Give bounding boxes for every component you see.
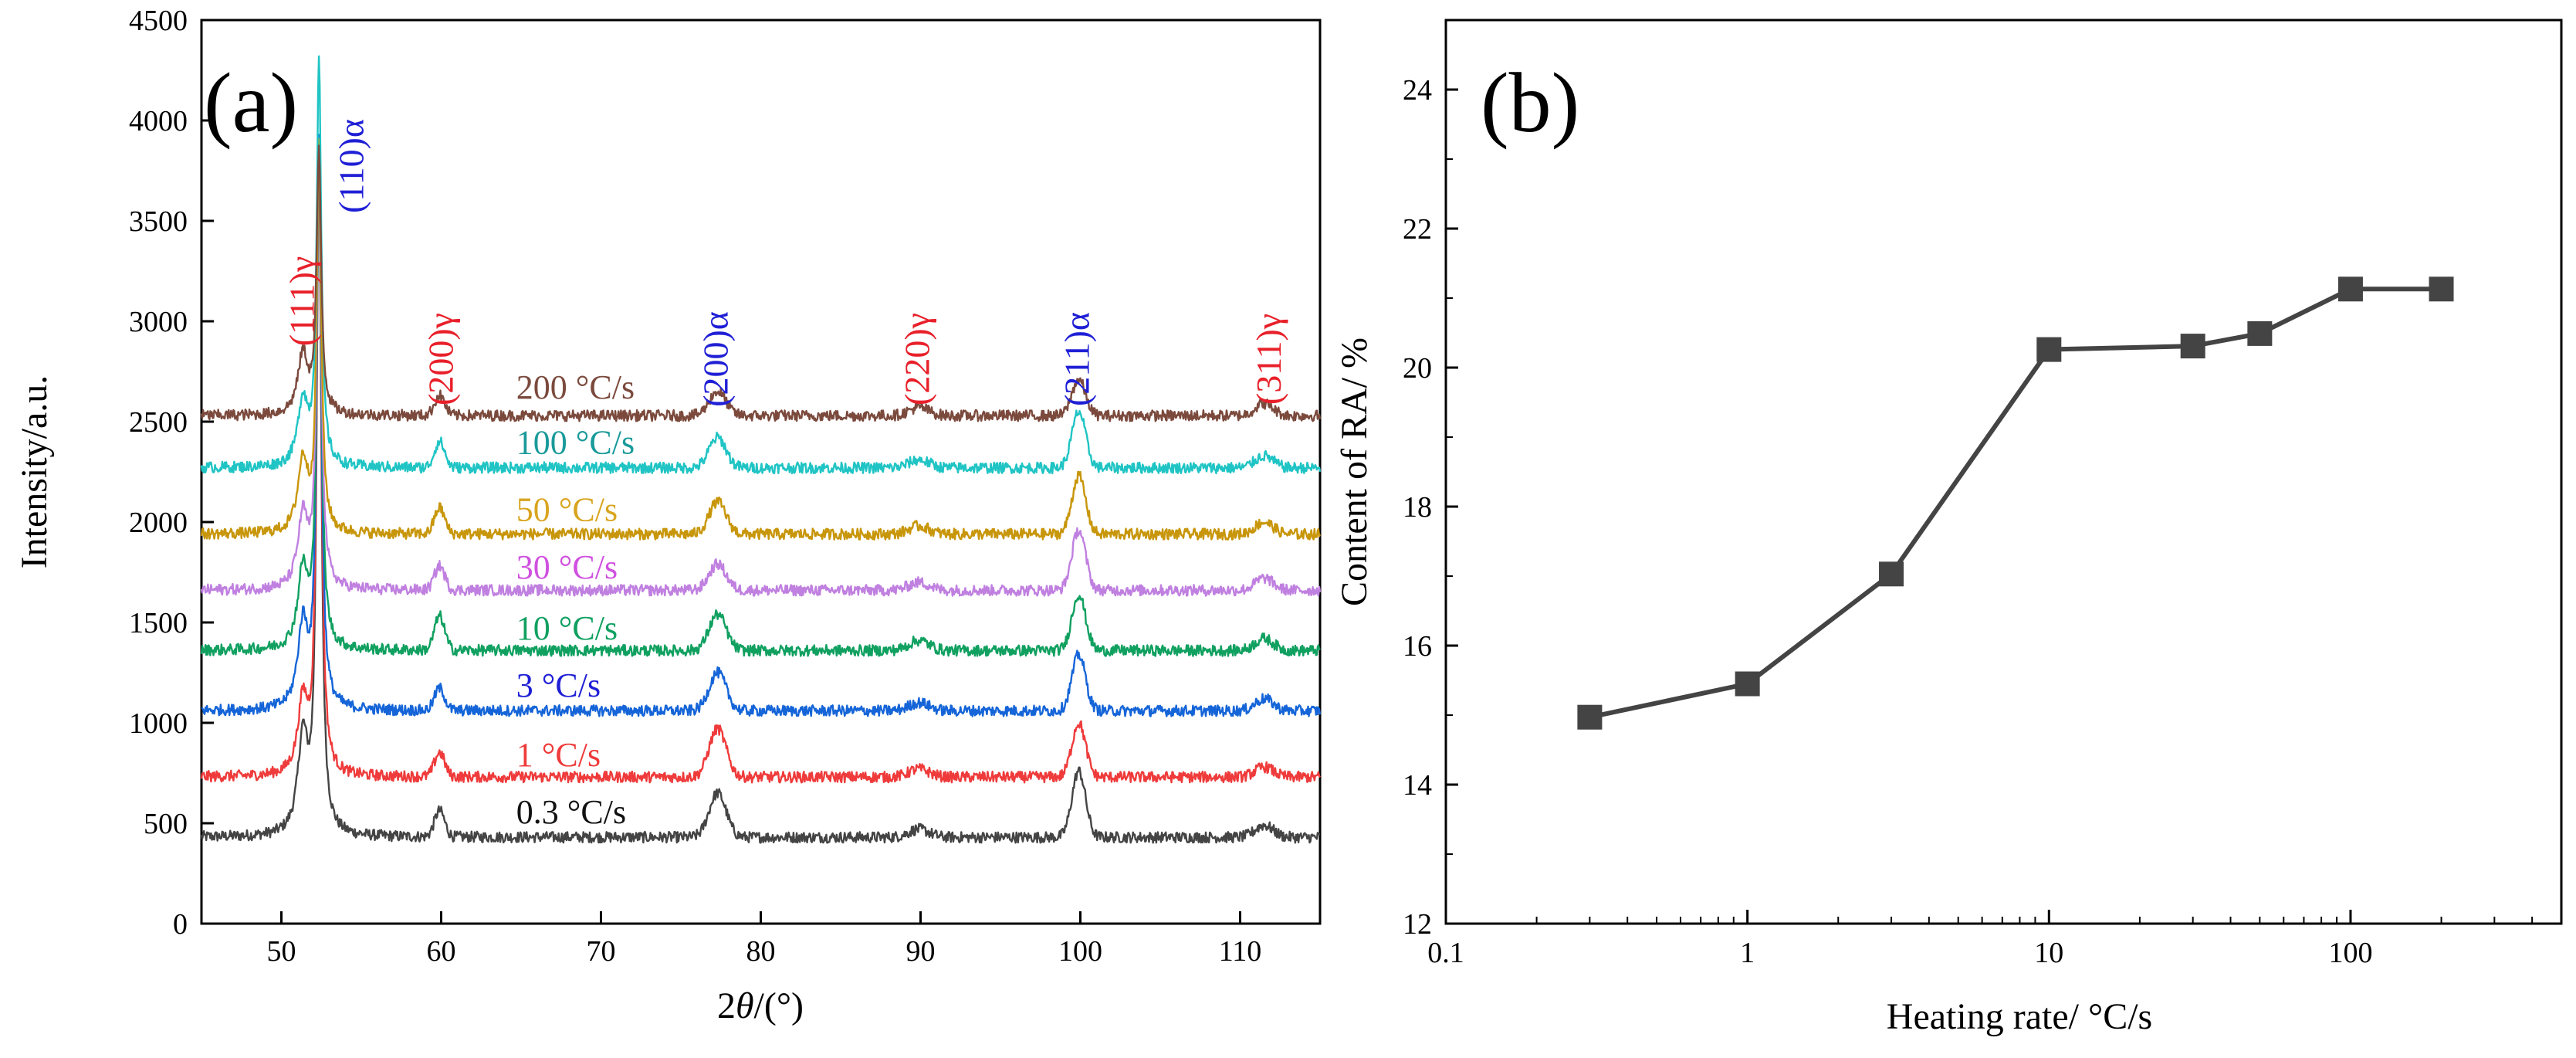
series-label: 1 °C/s	[516, 736, 601, 774]
axes-a: 50 60 70 80 90 100 110 0 500 1000 1500 2000 2500 3000…	[129, 5, 1261, 968]
xrd-line-series-4	[200, 137, 1322, 597]
x-axis-label-a-suffix: /(°)	[754, 985, 804, 1026]
ra-point	[2337, 276, 2363, 302]
peak-label: (110)α	[332, 119, 371, 213]
peak-label: (111)γ	[282, 256, 321, 347]
plot-frame-b	[1444, 19, 2563, 925]
y-axis-label-b: Content of RA/ %	[1334, 337, 1375, 606]
ra-point	[1735, 671, 1760, 697]
x-tick-label-a: 60	[427, 935, 456, 968]
y-tick-label-a: 3500	[129, 205, 188, 238]
peak-label: (200)γ	[421, 313, 461, 405]
series-label: 50 °C/s	[516, 491, 618, 529]
xrd-line-series-3	[200, 140, 1321, 657]
x-axis-label-a-prefix: 2	[717, 985, 736, 1026]
y-tick-label-a: 4500	[129, 5, 188, 37]
xrd-line-series-1	[200, 148, 1321, 784]
x-tick-label-a: 70	[587, 935, 616, 968]
panel-label-a: (a)	[204, 56, 298, 150]
x-tick-label-a: 90	[906, 935, 936, 968]
series-labels: 0.3 °C/s 1 °C/s 3 °C/s 10 °C/s 30 °C/s 50 °C/…	[516, 368, 635, 831]
y-tick-label-a: 3000	[129, 306, 188, 338]
axes-b: 0.1 1 10 100 12 14 16 18 20 22 24	[1403, 74, 2562, 969]
x-tick-label-a: 80	[746, 935, 776, 968]
series-label: 3 °C/s	[516, 666, 601, 704]
xrd-line-series-7	[200, 144, 1322, 422]
x-tick-label-b: 10	[2034, 937, 2063, 969]
y-tick-label-a: 0	[173, 908, 188, 941]
y-tick-label-b: 22	[1403, 213, 1432, 246]
xrd-panel-a: 50 60 70 80 90 100 110 0 500 1000 1500 2000 2500 3000…	[14, 5, 1322, 1026]
xrd-series-group	[200, 55, 1322, 844]
ra-point	[2180, 334, 2205, 359]
series-label: 30 °C/s	[516, 548, 618, 586]
ra-point	[2429, 276, 2454, 302]
ra-point	[2036, 337, 2062, 362]
ra-point	[2247, 320, 2273, 346]
y-tick-label-a: 2500	[129, 406, 188, 439]
y-tick-label-b: 20	[1403, 352, 1432, 385]
panel-label-b: (b)	[1481, 56, 1579, 150]
y-tick-label-b: 12	[1403, 908, 1432, 941]
x-tick-label-a: 100	[1058, 935, 1102, 968]
peak-label: (211)α	[1057, 312, 1096, 406]
peak-labels: (111)γ (110)α (200)γ (200)α (220)γ (211)α (311…	[282, 119, 1288, 407]
y-tick-label-a: 1500	[129, 607, 188, 639]
y-tick-label-a: 2000	[129, 507, 188, 539]
ra-point	[1577, 704, 1603, 730]
x-tick-label-a: 50	[267, 935, 296, 968]
series-label: 200 °C/s	[516, 368, 635, 406]
y-tick-label-a: 4000	[129, 105, 188, 137]
peak-label: (311)γ	[1249, 314, 1288, 405]
y-tick-label-b: 24	[1403, 74, 1432, 107]
xrd-line-series-6	[200, 55, 1322, 475]
x-tick-label-a: 110	[1219, 935, 1262, 968]
xrd-line-series-0	[200, 139, 1321, 844]
ra-content-panel-b: 0.1 1 10 100 12 14 16 18 20 22 24 (b) Content of R…	[1334, 19, 2563, 1037]
y-tick-label-b: 18	[1403, 491, 1432, 524]
series-label: 100 °C/s	[516, 424, 635, 462]
ra-point	[1879, 561, 1904, 587]
y-tick-label-b: 14	[1403, 769, 1432, 802]
y-axis-label-a: Intensity/a.u.	[14, 375, 55, 569]
y-tick-label-a: 1000	[129, 707, 188, 740]
peak-label: (220)γ	[897, 313, 936, 405]
xrd-line-series-5	[200, 138, 1322, 541]
y-tick-label-a: 500	[144, 808, 188, 840]
x-axis-label-b: Heating rate/ °C/s	[1887, 996, 2152, 1037]
x-tick-label-b: 100	[2328, 937, 2372, 969]
y-tick-label-b: 16	[1403, 630, 1432, 663]
x-axis-label-a: 2θ/(°)	[717, 985, 804, 1026]
ra-line	[1589, 287, 2442, 720]
x-tick-label-b: 0.1	[1427, 937, 1464, 969]
ra-series-group	[1577, 276, 2454, 730]
xrd-line-series-2	[201, 134, 1322, 717]
series-label: 0.3 °C/s	[516, 793, 626, 831]
x-tick-label-b: 1	[1740, 937, 1755, 969]
peak-label: (200)α	[696, 311, 736, 407]
series-label: 10 °C/s	[516, 609, 618, 647]
x-axis-label-a-theta: θ	[736, 985, 754, 1026]
